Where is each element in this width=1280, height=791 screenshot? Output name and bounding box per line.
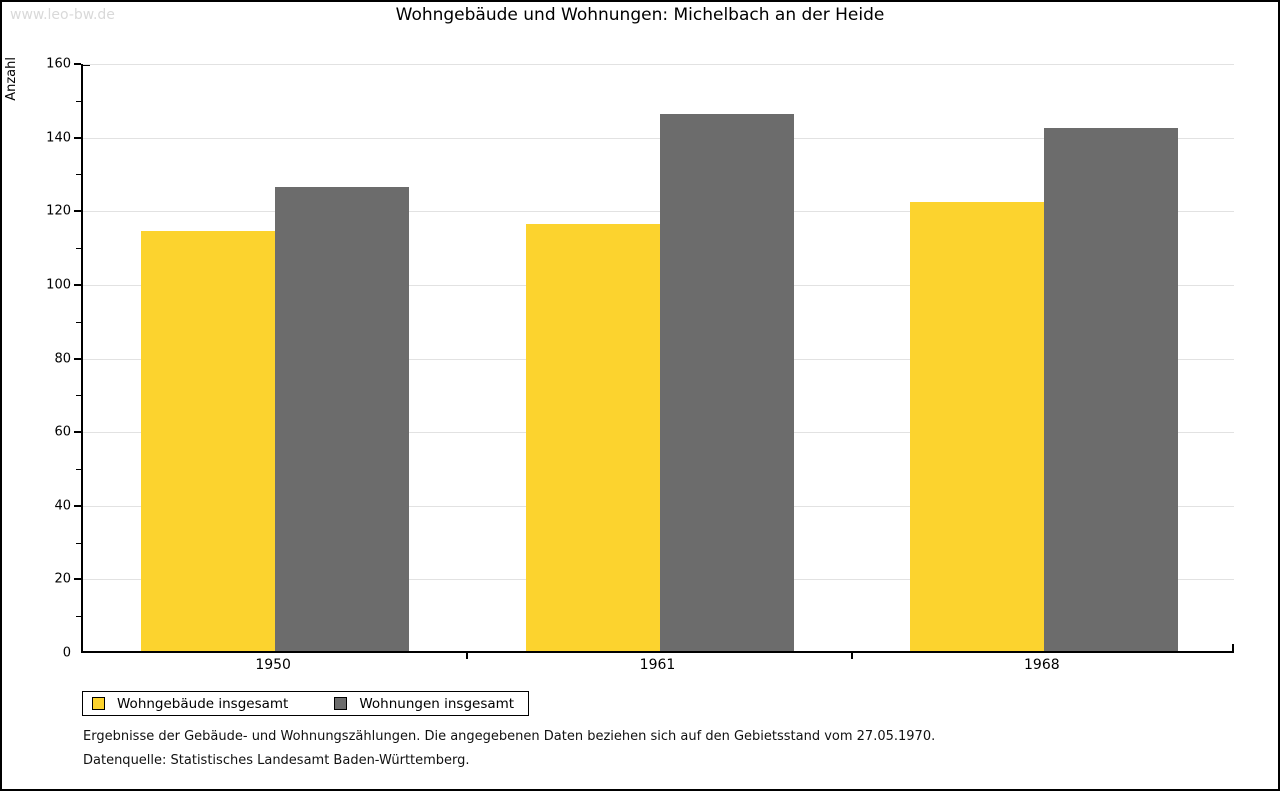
y-tick-100 — [74, 283, 81, 286]
x-category-label-1950: 1950 — [255, 657, 291, 673]
footnote-datenquelle: Datenquelle: Statistisches Landesamt Bad… — [83, 753, 470, 768]
y-minor-tick-50 — [76, 468, 81, 470]
x-axis-endcap — [1232, 644, 1234, 651]
legend-swatch-yellow — [92, 697, 105, 710]
y-tick-label-80: 80 — [54, 351, 71, 366]
x-category-label-1961: 1961 — [639, 657, 676, 673]
y-minor-tick-110 — [76, 248, 81, 250]
y-tick-label-60: 60 — [54, 424, 71, 440]
gridline-160 — [83, 64, 1234, 65]
y-tick-40 — [74, 504, 81, 507]
y-tick-120 — [74, 210, 81, 213]
y-minor-tick-150 — [76, 100, 81, 102]
y-tick-140 — [74, 136, 81, 139]
bar-1968-wohnungen — [1043, 128, 1178, 651]
bar-1961-wohnungen — [659, 114, 794, 651]
gridline-120 — [83, 211, 1234, 213]
bar-1950-wohnungen — [275, 187, 410, 651]
y-tick-20 — [74, 578, 81, 581]
y-axis-title: Anzahl — [4, 57, 19, 101]
legend-label: Wohnungen insgesamt — [359, 695, 515, 712]
x-tick-boundary-1 — [466, 653, 469, 659]
y-minor-tick-70 — [76, 395, 81, 397]
y-tick-label-120: 120 — [46, 203, 71, 219]
y-tick-label-20: 20 — [54, 571, 71, 587]
chart-title: Wohngebäude und Wohnungen: Michelbach an… — [395, 5, 885, 25]
watermark: www.leo-bw.de — [10, 7, 115, 23]
y-tick-label-160: 160 — [46, 56, 71, 72]
x-tick-boundary-2 — [850, 653, 853, 659]
gridline-140 — [83, 137, 1234, 139]
legend-swatch-gray — [334, 697, 348, 710]
legend-item-wohngebaeude: Wohngebäude insgesamt — [92, 696, 288, 712]
y-tick-label-0: 0 — [62, 645, 71, 661]
y-minor-tick-130 — [76, 174, 81, 176]
y-tick-label-40: 40 — [54, 498, 71, 514]
footnote-gebietsstand: Ergebnisse der Gebäude- und Wohnungszähl… — [83, 729, 936, 744]
y-tick-60 — [74, 431, 81, 434]
y-tick-label-140: 140 — [46, 130, 71, 146]
bar-1950-wohngebaeude — [141, 231, 276, 651]
y-tick-160 — [74, 63, 81, 65]
y-minor-tick-30 — [76, 542, 81, 544]
legend: Wohngebäude insgesamt Wohnungen insgesam… — [82, 691, 530, 716]
y-minor-tick-90 — [76, 321, 81, 323]
bar-1968-wohngebaeude — [909, 202, 1044, 651]
y-tick-label-100: 100 — [46, 277, 71, 293]
legend-item-wohnungen: Wohnungen insgesamt — [334, 696, 514, 712]
bar-1961-wohngebaeude — [525, 224, 660, 651]
plot-area: 0 20 40 60 80 100 120 140 160 — [46, 57, 1234, 661]
y-tick-80 — [74, 357, 81, 360]
y-minor-tick-10 — [76, 616, 81, 618]
x-category-label-1968: 1968 — [1024, 657, 1060, 673]
legend-label: Wohngebäude insgesamt — [117, 695, 289, 712]
y-axis-endcap — [83, 64, 90, 66]
